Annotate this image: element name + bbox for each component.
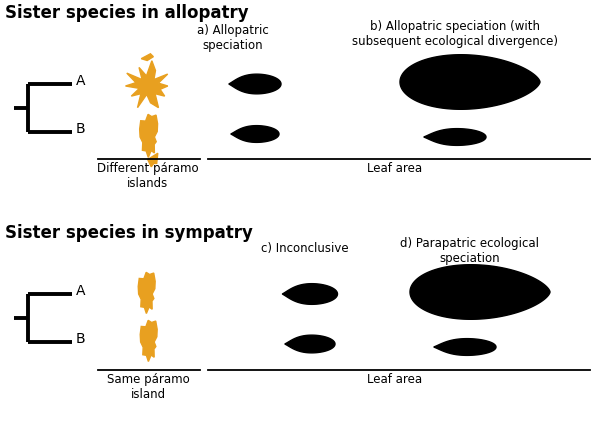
Polygon shape — [400, 55, 540, 109]
Text: b) Allopatric speciation (with
subsequent ecological divergence): b) Allopatric speciation (with subsequen… — [352, 20, 558, 48]
Text: Same páramo
island: Same páramo island — [107, 373, 190, 401]
Polygon shape — [140, 114, 158, 157]
Polygon shape — [424, 129, 486, 145]
Polygon shape — [138, 272, 155, 313]
Polygon shape — [125, 61, 168, 108]
Polygon shape — [140, 320, 157, 362]
Text: A: A — [76, 284, 86, 298]
Text: Leaf area: Leaf area — [367, 373, 422, 386]
Text: c) Inconclusive: c) Inconclusive — [261, 242, 349, 255]
Polygon shape — [285, 335, 335, 353]
Text: d) Parapatric ecological
speciation: d) Parapatric ecological speciation — [401, 237, 539, 265]
Text: Sister species in allopatry: Sister species in allopatry — [5, 4, 248, 22]
Text: Different páramo
islands: Different páramo islands — [97, 162, 199, 190]
Text: Sister species in sympatry: Sister species in sympatry — [5, 224, 253, 242]
Text: B: B — [76, 122, 86, 136]
Polygon shape — [141, 54, 154, 61]
Polygon shape — [229, 74, 281, 94]
Polygon shape — [283, 284, 337, 305]
Polygon shape — [148, 153, 158, 167]
Text: B: B — [76, 332, 86, 346]
Polygon shape — [434, 339, 496, 355]
Text: a) Allopatric
speciation: a) Allopatric speciation — [197, 24, 269, 52]
Polygon shape — [410, 265, 550, 319]
Polygon shape — [231, 126, 279, 142]
Text: Leaf area: Leaf area — [367, 162, 422, 175]
Text: A: A — [76, 74, 86, 88]
